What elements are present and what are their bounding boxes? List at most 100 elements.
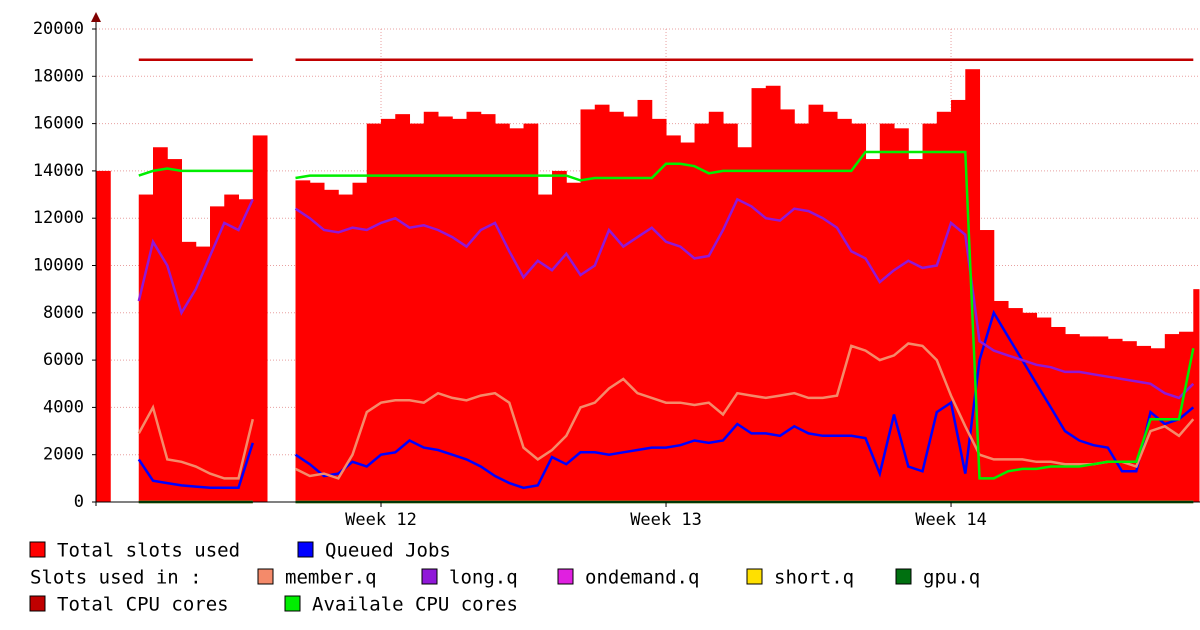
y-axis-arrow	[91, 12, 101, 22]
area-bar	[908, 159, 924, 502]
area-bar	[1136, 345, 1152, 502]
legend-swatch	[421, 568, 438, 585]
y-tick-label: 4000	[43, 397, 84, 417]
area-bar	[1050, 326, 1066, 502]
area-bar	[1193, 289, 1200, 502]
area-bar	[423, 111, 439, 503]
area-bar	[552, 170, 567, 502]
legend-label: member.q	[285, 567, 377, 589]
area-bar	[1179, 331, 1194, 502]
area-bar	[466, 111, 482, 503]
area-bar	[252, 135, 268, 503]
area-bar	[623, 116, 639, 502]
series-line	[138, 150, 1195, 480]
area-bar	[808, 104, 824, 503]
area-bar	[1008, 308, 1023, 502]
y-tick-label: 20000	[33, 19, 84, 39]
area-bar	[480, 114, 496, 502]
y-tick-label: 18000	[33, 66, 84, 86]
area-bar	[438, 116, 453, 502]
area-bar	[537, 194, 553, 503]
legend-group-label: Slots used in :	[30, 567, 202, 589]
legend-label: Queued Jobs	[325, 540, 451, 562]
area-bar	[1107, 338, 1123, 502]
series-line	[137, 197, 1195, 400]
area-bar	[295, 180, 311, 503]
legend-swatch	[557, 568, 574, 585]
area-bar	[153, 147, 168, 502]
legend-swatch	[895, 568, 912, 585]
area-bar	[751, 88, 767, 502]
area-bar	[1093, 336, 1109, 502]
area-bar	[936, 111, 952, 503]
y-tick-label: 2000	[43, 445, 84, 465]
legend-label: short.q	[774, 567, 854, 589]
area-bar	[837, 118, 852, 503]
area-bar	[765, 85, 781, 502]
x-tick-label: Week 12	[345, 510, 417, 530]
area-bar	[879, 123, 895, 502]
series-line	[137, 342, 1195, 480]
area-bar	[1122, 341, 1137, 502]
y-tick-label: 8000	[43, 303, 84, 323]
area-bar	[979, 230, 995, 502]
y-tick-label: 10000	[33, 256, 84, 276]
area-bar	[210, 206, 225, 502]
area-bar	[1036, 317, 1052, 502]
y-tick-label: 14000	[33, 161, 84, 181]
area-bar	[495, 123, 510, 502]
area-bar	[395, 114, 411, 502]
area-bar	[780, 109, 795, 502]
area-bar	[452, 118, 468, 503]
area-bar	[566, 182, 582, 502]
area-bar	[680, 142, 696, 502]
plot-area	[96, 28, 1200, 504]
area-bar	[794, 123, 810, 502]
area-bar	[651, 118, 667, 503]
area-bar	[238, 199, 254, 502]
x-tick-label: Week 13	[630, 510, 702, 530]
legend-swatch	[297, 541, 314, 558]
area-bar	[580, 109, 596, 502]
y-tick-label: 16000	[33, 114, 84, 134]
area-bar	[637, 99, 653, 502]
area-bar	[865, 159, 881, 502]
legend-swatch	[284, 595, 301, 612]
legend-swatch	[29, 595, 46, 612]
area-bar	[737, 147, 753, 502]
area-bar	[1150, 348, 1166, 502]
area-bar	[851, 123, 867, 502]
area-bar	[409, 123, 425, 502]
legend-swatch	[29, 541, 46, 558]
area-bar	[1065, 334, 1080, 502]
series-line	[137, 309, 1195, 490]
x-tick-label: Week 14	[915, 510, 987, 530]
area-bar	[309, 182, 325, 502]
area-bar	[723, 123, 738, 502]
area-bar	[224, 194, 240, 503]
legend-label: long.q	[449, 567, 518, 589]
area-bar	[509, 128, 525, 502]
area-bar	[96, 170, 111, 502]
legend-label: Availale CPU cores	[312, 594, 518, 616]
y-tick-label: 0	[74, 492, 84, 512]
area-bar	[894, 128, 909, 502]
area-bar	[338, 194, 354, 503]
area-bar	[1079, 336, 1095, 502]
legend-swatch	[257, 568, 274, 585]
area-bar	[381, 118, 396, 503]
area-bar	[324, 189, 339, 502]
legend-label: gpu.q	[923, 567, 980, 589]
area-bar	[1022, 312, 1038, 502]
area-bar	[694, 123, 710, 502]
area-bar	[822, 111, 838, 503]
y-tick-label: 6000	[43, 350, 84, 370]
area-bar	[138, 194, 154, 503]
legend-label: ondemand.q	[585, 567, 699, 589]
area-bar	[609, 111, 624, 503]
legend-swatch	[746, 568, 763, 585]
legend-label: Total slots used	[57, 540, 240, 562]
legend-label: Total CPU cores	[57, 594, 229, 616]
area-bar	[666, 135, 681, 503]
